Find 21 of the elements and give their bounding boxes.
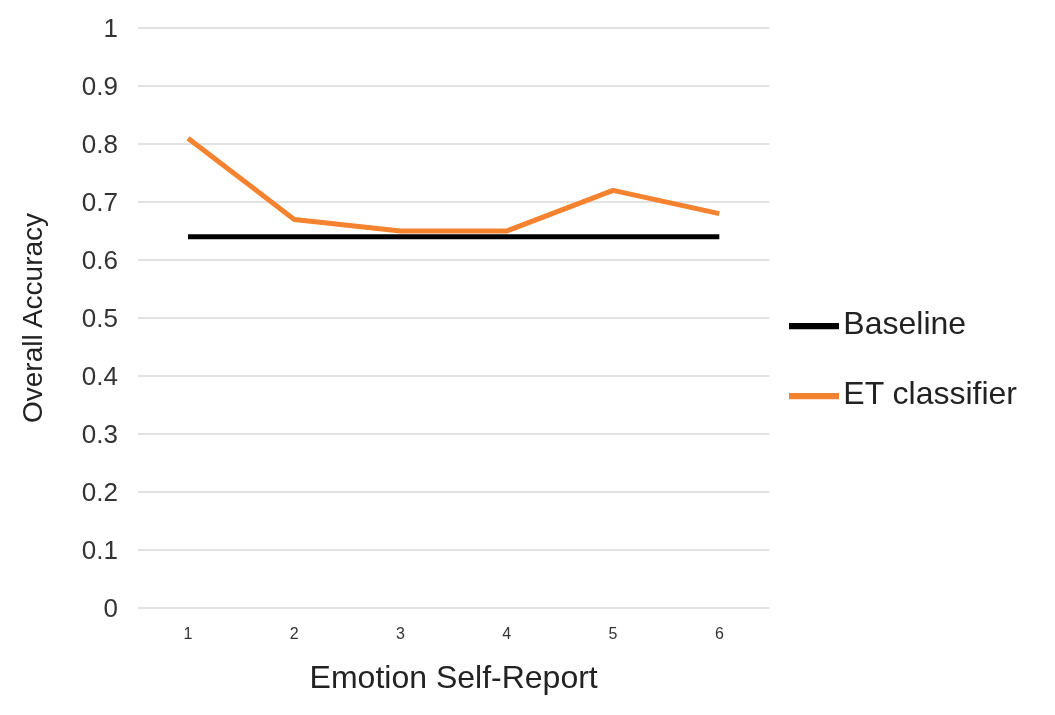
x-tick-label: 2 [289, 625, 299, 643]
y-tick-label: 0.8 [81, 129, 118, 160]
y-tick-label: 0.5 [81, 303, 118, 334]
x-tick-label: 3 [396, 625, 406, 643]
y-tick-label: 0 [103, 593, 118, 624]
x-tick-label: 5 [608, 625, 618, 643]
x-tick-label: 4 [502, 625, 512, 643]
y-tick-label: 0.2 [81, 477, 118, 508]
y-axis-title: Overall Accuracy [16, 212, 48, 424]
y-tick-label: 0.6 [81, 245, 118, 276]
x-tick-label: 1 [183, 625, 193, 643]
x-tick-label: 6 [714, 625, 724, 643]
legend-label: Baseline [843, 305, 967, 341]
y-tick-label: 1 [103, 13, 118, 44]
y-tick-label: 0.9 [81, 71, 118, 102]
y-tick-label: 0.7 [81, 187, 118, 218]
legend-label: ET classifier [843, 375, 1017, 411]
y-tick-label: 0.1 [81, 535, 118, 566]
x-axis-title: Emotion Self-Report [309, 659, 598, 695]
y-tick-label: 0.4 [81, 361, 118, 392]
y-tick-label: 0.3 [81, 419, 118, 450]
